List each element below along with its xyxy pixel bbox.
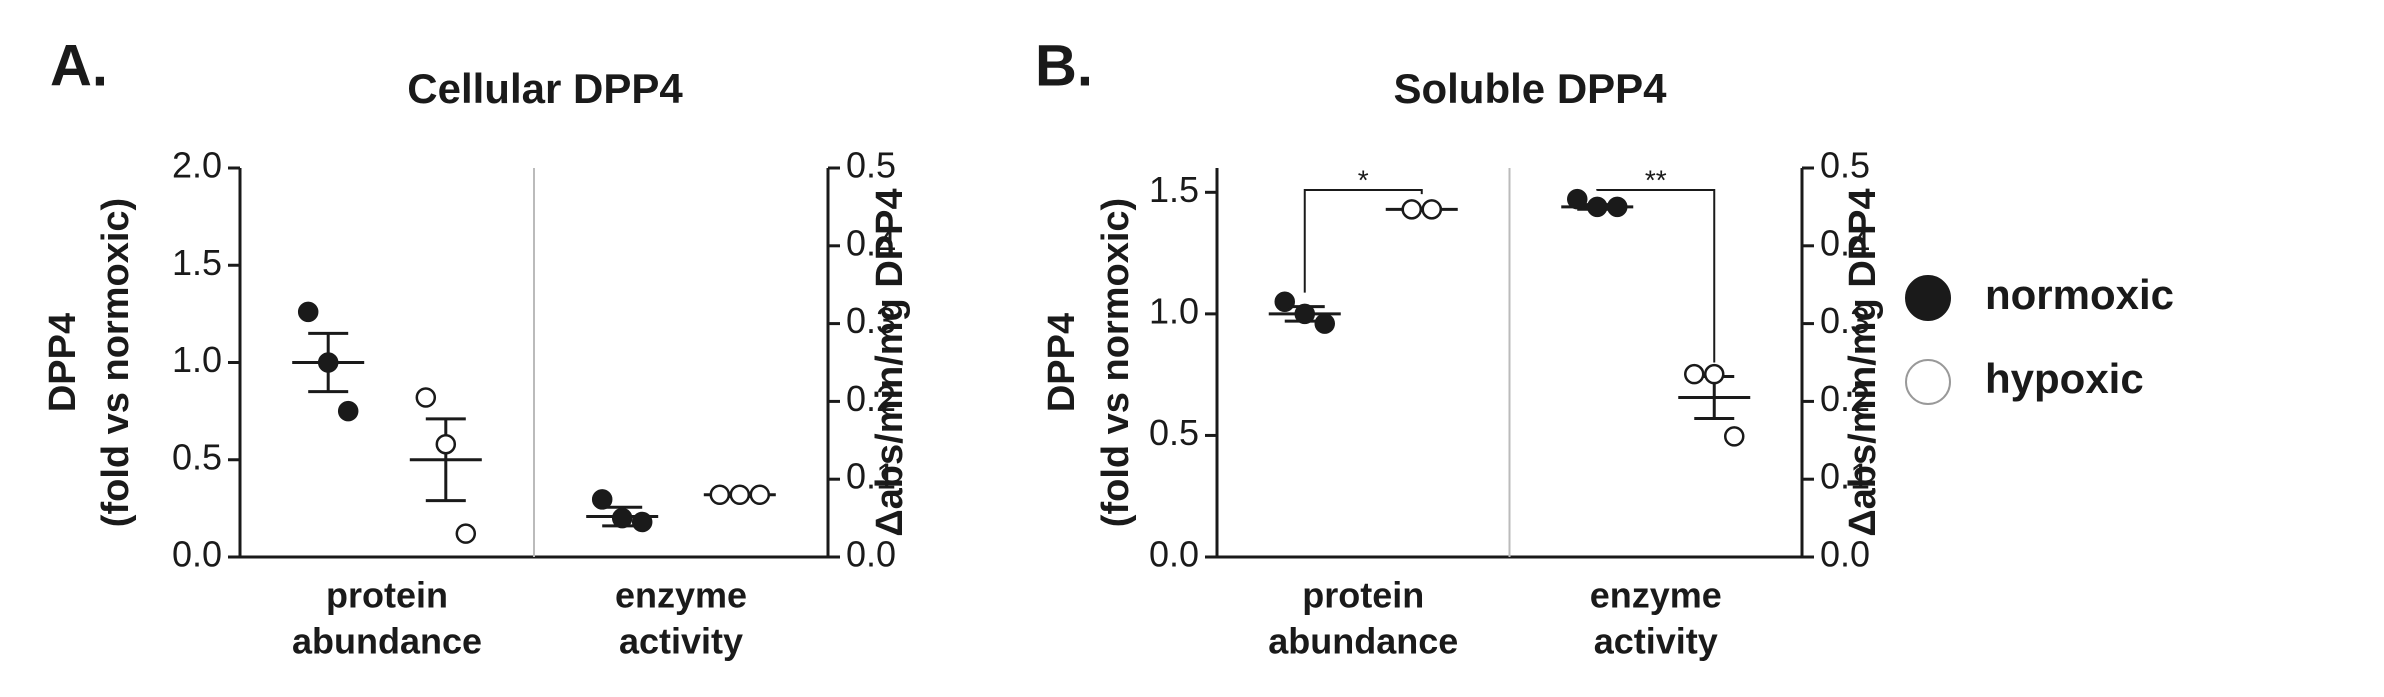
data-point — [631, 511, 653, 533]
data-point — [1314, 313, 1335, 334]
data-point — [415, 387, 437, 408]
legend-label: normoxic — [1985, 271, 2174, 318]
y-tick-label: 0.5 — [1149, 412, 1199, 453]
x-tick-label: protein — [326, 575, 448, 616]
y2-tick-label: 0.5 — [846, 145, 896, 186]
data-point — [337, 400, 359, 422]
data-point — [591, 489, 613, 510]
data-point — [1684, 363, 1705, 385]
panel-label: B. — [1035, 33, 1093, 98]
data-point — [611, 507, 633, 529]
x-tick-label: enzyme — [1590, 575, 1722, 616]
data-point — [435, 433, 457, 455]
data-point — [729, 484, 751, 506]
legend-label: hypoxic — [1985, 355, 2144, 402]
data-point — [1401, 199, 1422, 220]
x-tick-label: activity — [1594, 621, 1718, 662]
y-tick-label: 0.0 — [1149, 534, 1199, 575]
y-axis-label-sub: (fold vs normoxic) — [1095, 198, 1137, 527]
y-axis-label-sub: (fold vs normoxic) — [95, 198, 137, 527]
y2-tick-label: 0.2 — [846, 378, 896, 419]
y-tick-label: 2.0 — [172, 145, 222, 186]
y-tick-label: 1.5 — [172, 242, 222, 283]
x-tick-label: activity — [619, 621, 743, 662]
significance-label: ** — [1645, 164, 1667, 195]
y2-tick-label: 0.4 — [846, 222, 896, 263]
y2-tick-label: 0.0 — [1820, 534, 1870, 575]
y2-axis-label: Δabs/min/mg DPP4 — [869, 188, 911, 536]
significance-label: * — [1358, 164, 1369, 195]
data-point — [1704, 363, 1725, 385]
chart-title: Cellular DPP4 — [407, 65, 683, 112]
legend-marker — [1905, 275, 1951, 321]
significance-bracket — [1303, 189, 1423, 293]
data-point — [1724, 426, 1745, 447]
x-tick-label: enzyme — [615, 575, 747, 616]
y-axis-label: DPP4 — [1041, 313, 1083, 412]
y2-axis-label: Δabs/min/mg DPP4 — [1842, 188, 1884, 536]
x-tick-label: abundance — [1268, 621, 1458, 662]
data-point — [1567, 188, 1588, 210]
y-tick-label: 0.5 — [172, 436, 222, 477]
y2-tick-label: 0.1 — [846, 456, 896, 497]
y-tick-label: 1.5 — [1149, 169, 1199, 210]
data-point — [749, 484, 771, 506]
data-point — [1421, 199, 1442, 220]
data-point — [1587, 196, 1608, 218]
data-point — [709, 484, 731, 506]
y2-tick-label: 0.5 — [1820, 145, 1870, 186]
y-axis-label: DPP4 — [42, 313, 84, 412]
y2-tick-label: 0.3 — [1820, 300, 1870, 341]
data-point — [1607, 196, 1628, 218]
data-point — [1294, 303, 1315, 325]
chart-title: Soluble DPP4 — [1393, 65, 1667, 112]
data-point — [455, 523, 477, 544]
y2-tick-label: 0.0 — [846, 534, 896, 575]
y2-tick-label: 0.3 — [846, 300, 896, 341]
legend-marker — [1905, 359, 1951, 405]
data-point — [297, 301, 319, 323]
y2-tick-label: 0.2 — [1820, 378, 1870, 419]
y-tick-label: 0.0 — [172, 534, 222, 575]
x-tick-label: protein — [1302, 575, 1424, 616]
data-point — [317, 352, 339, 373]
data-point — [1274, 291, 1295, 312]
y2-tick-label: 0.1 — [1820, 456, 1870, 497]
significance-bracket — [1596, 189, 1716, 363]
panel-label: A. — [50, 33, 108, 98]
y2-tick-label: 0.4 — [1820, 222, 1870, 263]
y-tick-label: 1.0 — [172, 339, 222, 380]
y-tick-label: 1.0 — [1149, 290, 1199, 331]
x-tick-label: abundance — [292, 621, 482, 662]
